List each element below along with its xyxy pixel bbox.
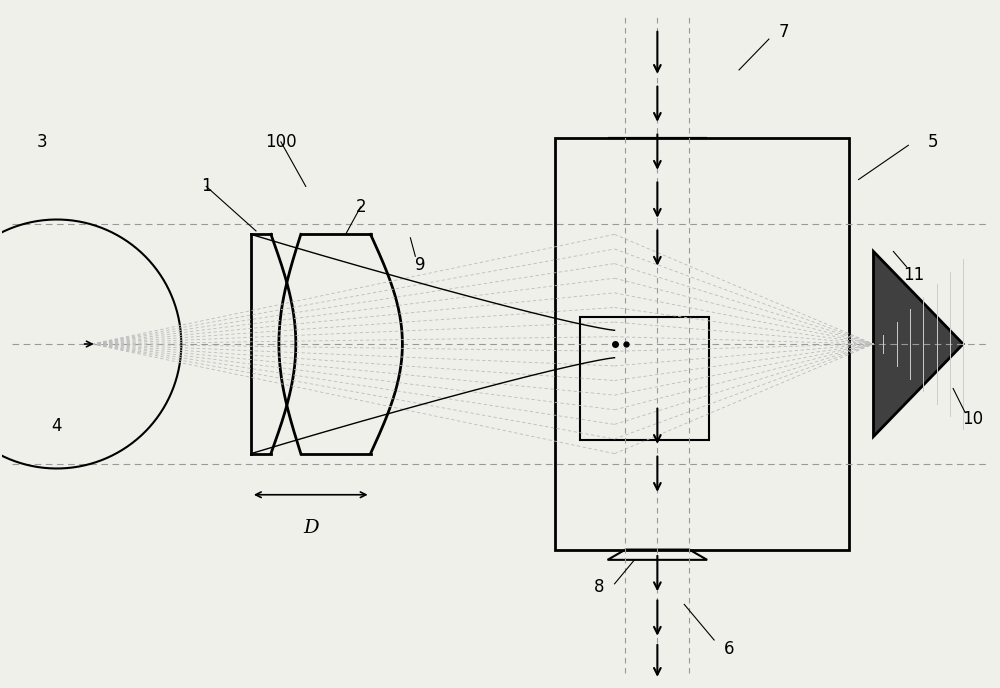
Text: D: D [303, 519, 319, 537]
Text: 3: 3 [37, 133, 47, 151]
Bar [555, 138, 849, 550]
Text: 5: 5 [928, 133, 938, 151]
Text: 100: 100 [265, 133, 297, 151]
Text: 10: 10 [963, 410, 984, 429]
Bar [580, 316, 709, 440]
Text: 2: 2 [355, 198, 366, 216]
Text: 4: 4 [52, 417, 62, 436]
Text: 1: 1 [201, 178, 212, 195]
Text: 6: 6 [724, 640, 734, 658]
Text: 8: 8 [594, 578, 605, 596]
Text: 9: 9 [415, 256, 426, 275]
Text: 11: 11 [903, 266, 924, 284]
Text: 7: 7 [779, 23, 789, 41]
Polygon shape [873, 252, 963, 436]
